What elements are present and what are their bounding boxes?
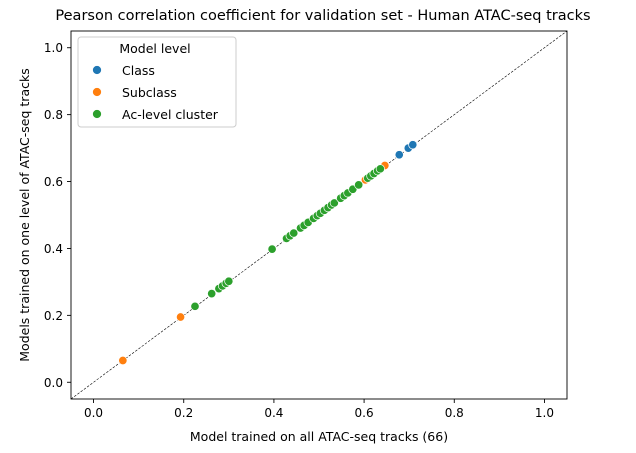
y-axis-label: Models trained on one level of ATAC-seq … xyxy=(17,68,32,361)
x-tick-label: 0.6 xyxy=(355,406,374,420)
chart-title: Pearson correlation coefficient for vali… xyxy=(55,8,590,24)
data-point xyxy=(267,244,277,254)
legend: Model level Class Subclass Ac-level cluste… xyxy=(77,36,237,128)
data-point xyxy=(190,301,200,311)
data-point xyxy=(118,355,128,366)
data-point xyxy=(354,180,364,190)
x-tick-label: 0.2 xyxy=(174,406,193,420)
y-axis-ticks: 0.0 0.2 0.4 0.6 0.8 1.0 xyxy=(44,41,71,390)
data-point xyxy=(176,312,186,322)
y-tick-label: 0.0 xyxy=(44,376,63,390)
legend-marker xyxy=(92,65,102,75)
data-point xyxy=(207,289,217,299)
legend-items: Class Subclass Ac-level cluster xyxy=(92,63,219,122)
x-axis-ticks: 0.0 0.2 0.4 0.6 0.8 1.0 xyxy=(84,399,554,420)
y-tick-label: 0.2 xyxy=(44,309,63,323)
data-points xyxy=(118,140,418,366)
data-point xyxy=(394,150,404,160)
data-point xyxy=(375,164,385,174)
legend-label: Ac-level cluster xyxy=(122,107,219,122)
y-tick-label: 0.6 xyxy=(44,175,63,189)
legend-title: Model level xyxy=(119,41,190,56)
legend-marker xyxy=(92,109,102,119)
legend-label: Subclass xyxy=(122,85,177,100)
x-tick-label: 0.8 xyxy=(445,406,464,420)
plot-frame xyxy=(70,30,568,400)
y-tick-label: 0.8 xyxy=(44,108,63,122)
y-tick-label: 1.0 xyxy=(44,41,63,55)
legend-marker xyxy=(92,87,102,97)
x-tick-label: 1.0 xyxy=(535,406,554,420)
x-tick-label: 0.0 xyxy=(84,406,103,420)
data-point xyxy=(408,140,418,150)
x-axis-label: Model trained on all ATAC-seq tracks (66… xyxy=(190,429,448,444)
legend-box xyxy=(77,36,237,128)
data-point xyxy=(329,198,339,208)
y-tick-label: 0.4 xyxy=(44,242,63,256)
legend-label: Class xyxy=(122,63,155,78)
x-tick-label: 0.4 xyxy=(264,406,283,420)
data-point xyxy=(224,276,234,286)
data-point xyxy=(289,228,299,238)
